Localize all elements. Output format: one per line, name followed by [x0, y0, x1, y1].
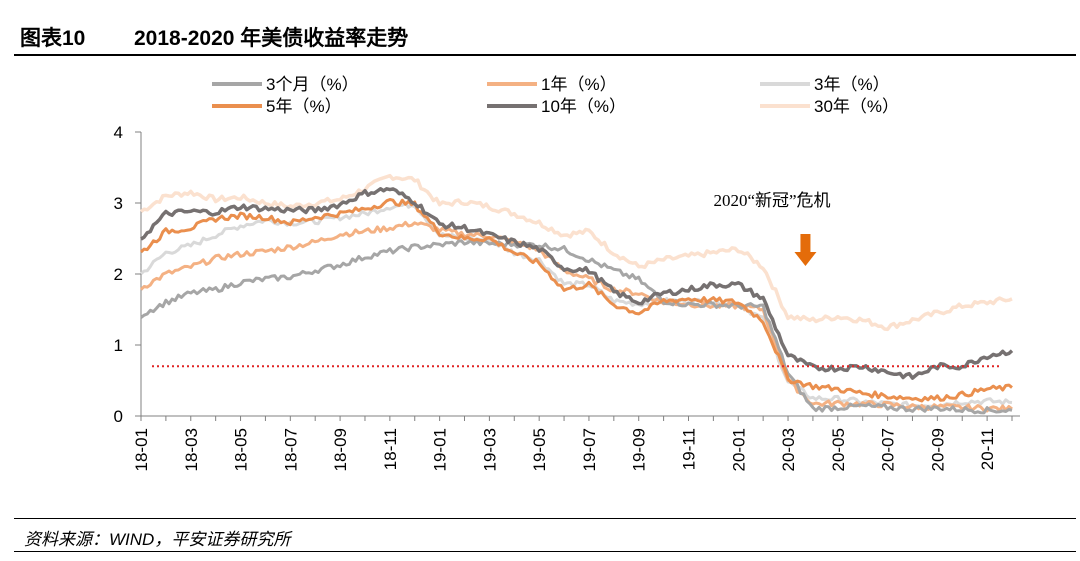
x-tick-label: 18-07 — [281, 428, 300, 471]
legend-label: 1年（%） — [541, 75, 617, 94]
figure-label: 图表10 — [20, 27, 86, 50]
annotation-text: 2020“新冠”危机 — [713, 191, 830, 210]
footer-divider-top — [14, 518, 1076, 519]
x-tick-label: 18-09 — [331, 428, 350, 471]
x-tick-label: 19-11 — [679, 428, 698, 470]
x-tick-label: 18-03 — [182, 428, 201, 471]
x-tick-label: 20-03 — [779, 428, 798, 471]
chart-legend: 3个月（%） 1年（%） 3年（%） 5年（%） 10年（%） 30年（%） — [212, 75, 899, 116]
legend-label: 30年（%） — [814, 97, 899, 116]
y-tick-label: 3 — [114, 194, 123, 213]
y-tick-label: 2 — [114, 265, 123, 284]
x-tick-label: 19-09 — [630, 428, 649, 471]
x-tick-label: 20-01 — [729, 428, 748, 471]
x-tick-label: 20-07 — [879, 428, 898, 471]
series-layer — [139, 173, 1014, 415]
x-tick-label: 19-07 — [580, 428, 599, 471]
annotation-layer: 2020“新冠”危机 — [713, 191, 831, 266]
legend-label: 10年（%） — [541, 97, 626, 116]
x-tick-label: 18-01 — [132, 428, 151, 471]
series-line-0 — [140, 238, 1013, 415]
y-tick-label: 4 — [114, 123, 123, 142]
down-arrow-icon — [794, 234, 817, 266]
yield-line-chart: 3个月（%） 1年（%） 3年（%）5年（%） 10年（%） 30年（%） 01234 … — [114, 75, 1020, 471]
x-axis: 18-01 18-03 18-05 18-07 18-09 18-11 19-01 19-03… — [132, 415, 1020, 471]
x-tick-label: 18-11 — [381, 428, 400, 470]
series-line-3 — [139, 198, 1013, 403]
series-line-4 — [140, 187, 1014, 380]
legend-label: 3个月（%） — [266, 75, 359, 94]
y-tick-label: 1 — [114, 336, 123, 355]
x-tick-label: 20-09 — [928, 428, 947, 471]
x-tick-label: 20-05 — [829, 428, 848, 471]
legend-label: 3年（%） — [814, 75, 890, 94]
series-line-1 — [139, 220, 1013, 413]
x-tick-label: 19-03 — [480, 428, 499, 471]
source-note: 资料来源：WIND，平安证券研究所 — [24, 530, 291, 549]
legend-label: 5年（%） — [266, 97, 342, 116]
x-tick-label: 19-05 — [530, 428, 549, 471]
x-tick-label: 19-01 — [431, 428, 450, 471]
y-tick-label: 0 — [114, 407, 123, 426]
figure-header: 图表10 2018-2020 年美债收益率走势 — [14, 14, 1076, 56]
x-tick-label: 18-05 — [232, 428, 251, 471]
figure-title: 2018-2020 年美债收益率走势 — [134, 27, 409, 50]
series-line-5 — [139, 173, 1013, 332]
footer-divider-bottom — [14, 551, 1076, 552]
y-axis: 0 1 2 3 4 — [114, 123, 142, 426]
x-tick-label: 20-11 — [978, 428, 997, 470]
